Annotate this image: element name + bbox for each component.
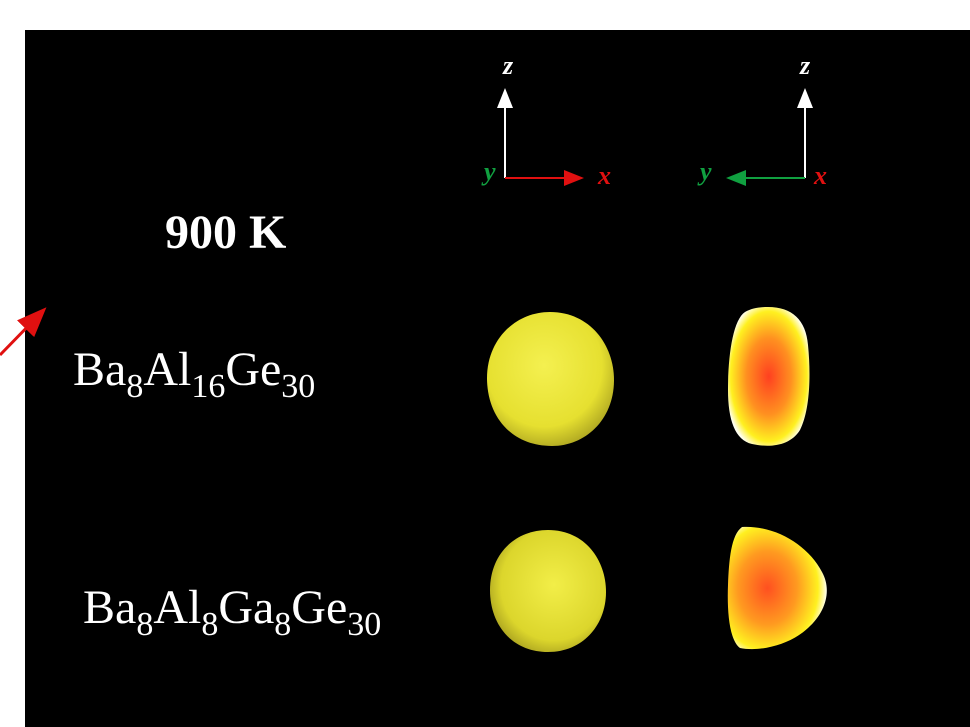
temperature: 900 K xyxy=(165,206,286,259)
density-blob xyxy=(728,307,809,446)
subscript: 30 xyxy=(281,368,315,405)
element-symbol: Ga xyxy=(218,581,274,634)
density-blob xyxy=(490,530,606,652)
element-symbol: Ba xyxy=(73,343,126,396)
element-symbol: Ge xyxy=(225,343,281,396)
z-label: z xyxy=(799,51,811,80)
subscript: 8 xyxy=(201,606,218,643)
element-symbol: Ba xyxy=(83,581,136,634)
y-label: y xyxy=(697,157,712,186)
y-label: y xyxy=(481,157,496,186)
subscript: 16 xyxy=(191,368,225,405)
subscript: 8 xyxy=(126,368,143,405)
z-label: z xyxy=(502,51,514,80)
subscript: 30 xyxy=(347,606,381,643)
element-symbol: Al xyxy=(153,581,201,634)
element-symbol: Ge xyxy=(291,581,347,634)
slide: 900 K z y x z y x Ba8Al16Ge30 Ba8Al8Ga8G… xyxy=(0,0,970,727)
x-label: x xyxy=(597,161,611,190)
subscript: 8 xyxy=(136,606,153,643)
density-blob xyxy=(487,312,614,446)
element-symbol: Al xyxy=(143,343,191,396)
formula: Ba8Al8Ga8Ge30 xyxy=(83,581,381,643)
x-label: x xyxy=(813,161,827,190)
subscript: 8 xyxy=(274,606,291,643)
